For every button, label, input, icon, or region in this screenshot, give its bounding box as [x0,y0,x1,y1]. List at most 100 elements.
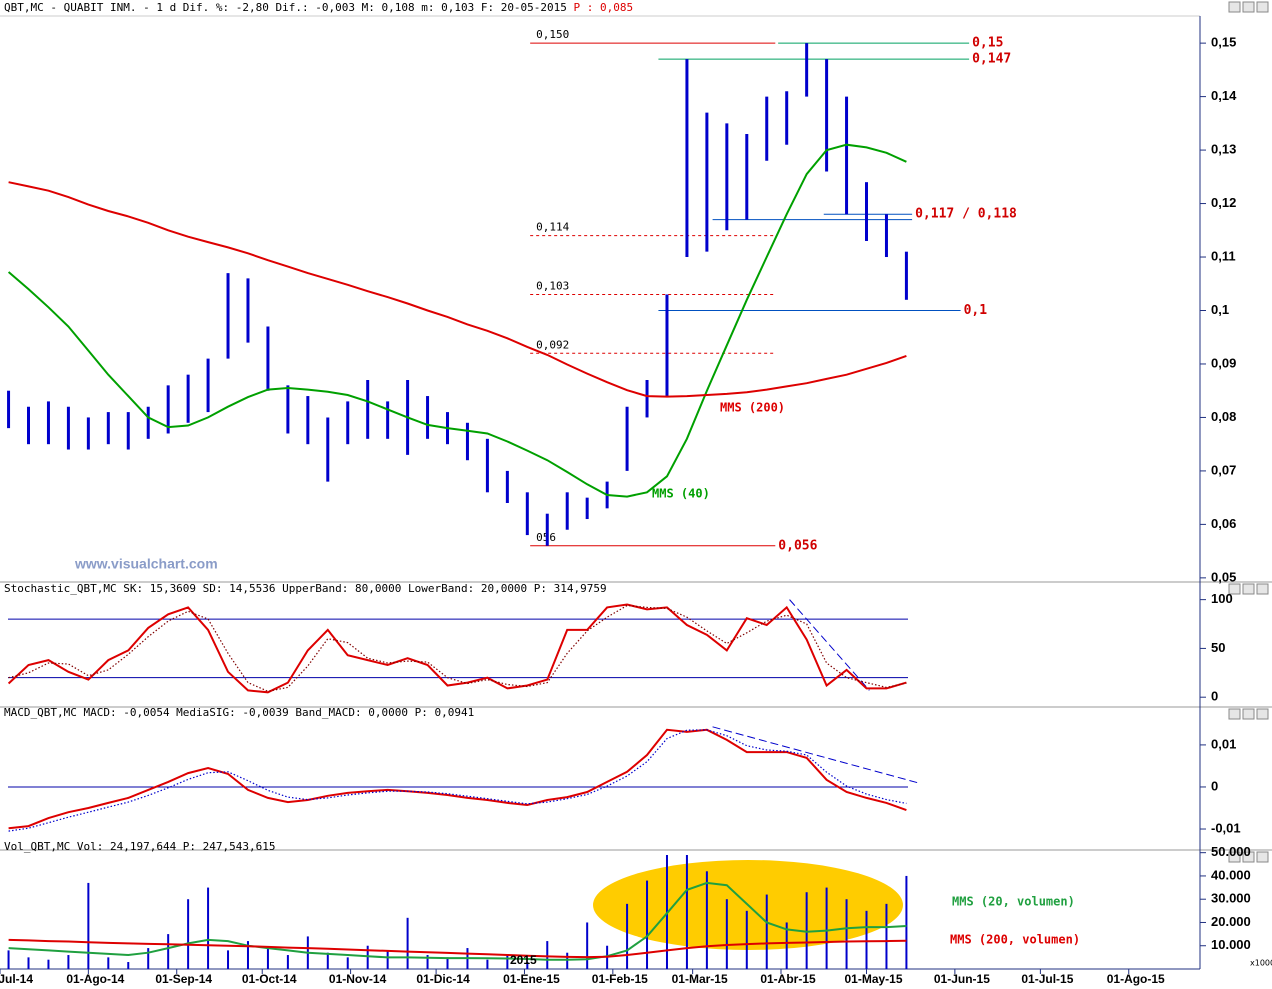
trend-line [789,599,870,691]
series-line [8,604,907,692]
y-tick-label: 0,09 [1211,355,1236,370]
volume-bar [805,892,808,969]
volume-bar [905,875,908,969]
x-tick-label: 01-Jul-15 [1021,972,1073,986]
level-label: 0,117 / 0,118 [915,207,1017,222]
volume-bar [486,959,489,969]
minimize-button[interactable] [1228,851,1241,863]
volume-bar [107,957,110,969]
volume-bar [266,948,269,969]
volume-bar [765,894,768,969]
series-line [8,729,907,832]
unit-label: x1000 [1250,959,1272,968]
volume-bar [865,910,868,969]
volume-bar [7,950,10,969]
volume-bar [87,882,90,969]
volume-bar [705,871,708,969]
y-tick-label: 0,13 [1211,142,1236,157]
y-tick-label: 0,1 [1211,302,1229,317]
header-price: P : 0,085 [574,1,634,14]
close-button[interactable] [1256,583,1269,595]
volume-bar [626,903,629,969]
minimize-button[interactable] [1228,583,1241,595]
volume-bar [586,922,589,969]
y-tick-label: 30.000 [1211,891,1251,906]
series-line [8,728,907,830]
volume-bar [745,910,748,969]
volume-bar [127,962,130,969]
volume-bar [406,917,409,969]
y-tick-label: 0,05 [1211,569,1236,584]
year-label: 2015 [510,953,537,967]
x-tick-label: 01-Ago-14 [66,972,124,986]
panel-header: Stochastic_QBT,MC SK: 15,3609 SD: 14,553… [4,582,607,595]
close-button[interactable] [1256,708,1269,720]
level-label: 0,056 [778,538,817,553]
series-line [8,181,907,398]
series-label: MMS (200) [720,401,785,415]
volume-bar [546,941,549,969]
volume-bar [845,899,848,969]
y-tick-label: 0 [1211,689,1218,704]
minimize-button[interactable] [1228,1,1241,13]
panel-header: Vol_QBT,MC Vol: 24,197,644 P: 247,543,61… [4,840,276,853]
x-tick-label: 01-Abr-15 [760,972,816,986]
volume-bar [346,957,349,969]
level-label: 0,1 [964,303,988,318]
volume-bar [207,887,210,969]
volume-bar [187,899,190,969]
chart-header: QBT,MC - QUABIT INM. - 1 d Dif. %: -2,80… [4,1,633,14]
x-tick-label: 01-May-15 [844,972,902,986]
volume-bar [685,855,688,969]
maximize-button[interactable] [1242,583,1255,595]
x-tick-label: 01-Oct-14 [242,972,297,986]
series-label: MMS (20, volumen) [952,895,1075,909]
level-label: 0,147 [972,52,1011,67]
level-label: 0,092 [536,338,569,351]
panel-header: MACD_QBT,MC MACD: -0,0054 MediaSIG: -0,0… [4,706,474,719]
volume-bar [27,957,30,969]
volume-bar [246,941,249,969]
volume-bar [506,955,509,969]
header-text: QBT,MC - QUABIT INM. - 1 d Dif. %: -2,80… [4,1,574,14]
maximize-button[interactable] [1242,1,1255,13]
volume-bar [566,952,569,969]
y-tick-label: 0,14 [1211,88,1237,103]
volume-bar [446,957,449,969]
y-tick-label: 0,06 [1211,516,1236,531]
volume-bar [526,962,529,969]
y-tick-label: 50 [1211,640,1225,655]
y-tick-label: 0,08 [1211,409,1236,424]
volume-bar [646,880,649,969]
volume-bar [167,934,170,969]
x-tick-label: 01-Sep-14 [155,972,212,986]
level-label: 0,150 [536,28,569,41]
minimize-button[interactable] [1228,708,1241,720]
x-tick-label: 01-Dic-14 [416,972,470,986]
volume-bar [785,922,788,969]
y-tick-label: 0,07 [1211,462,1236,477]
y-tick-label: 100 [1211,591,1233,606]
level-label: 0,103 [536,279,569,292]
level-label: 0,114 [536,221,569,234]
close-button[interactable] [1256,851,1269,863]
series-line [8,881,907,961]
volume-bar [147,948,150,969]
series-line [7,143,907,498]
watermark: www.visualchart.com [74,556,218,572]
volume-bar [386,950,389,969]
volume-bar [366,945,369,969]
x-tick-label: 01-Jun-15 [934,972,990,986]
volume-bar [286,955,289,969]
series-line [7,603,907,694]
maximize-button[interactable] [1242,708,1255,720]
close-button[interactable] [1256,1,1269,13]
volume-bar [67,955,70,969]
y-tick-label: 0,01 [1211,736,1236,751]
volume-bar [885,903,888,969]
volume-bar [47,959,50,969]
maximize-button[interactable] [1242,851,1255,863]
series-label: MMS (40) [652,487,710,501]
